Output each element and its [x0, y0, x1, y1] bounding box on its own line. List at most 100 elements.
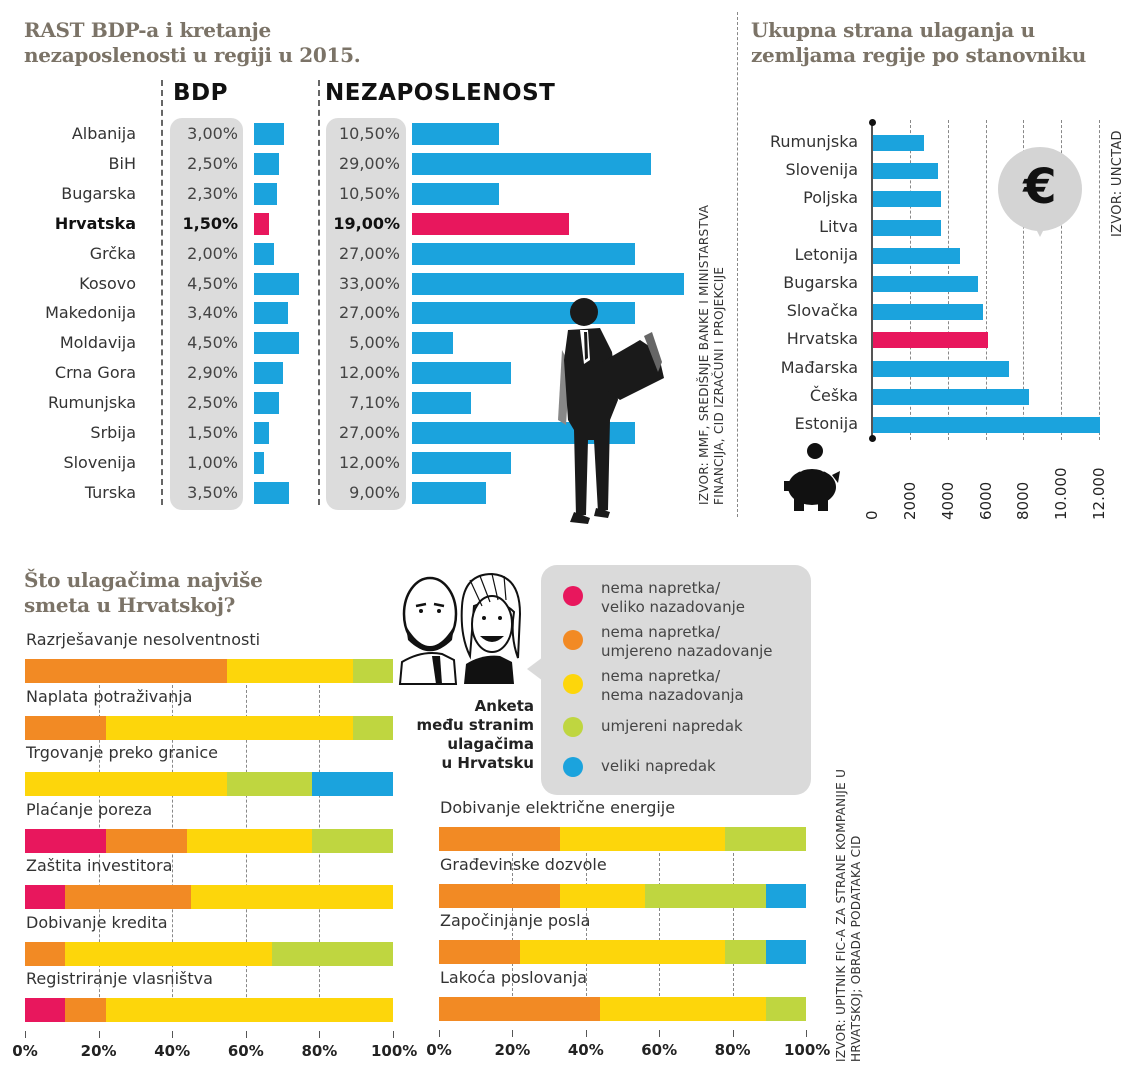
- unemployment-bar: [412, 212, 569, 235]
- fdi-bar: [873, 360, 1010, 377]
- bdp-bar: [254, 212, 269, 235]
- piggy-bank-icon: [784, 443, 840, 511]
- fdi-bar: [873, 219, 942, 236]
- segment-yellow: [65, 941, 272, 966]
- unemployment-bar: [412, 362, 511, 385]
- legend-label-line: nema napretka/: [601, 667, 721, 685]
- x-tick-label: 60%: [641, 1040, 678, 1059]
- country-label: Albanija: [71, 124, 136, 143]
- x-tick: [806, 1029, 807, 1037]
- x-tick: [659, 1029, 661, 1037]
- chart3-source-line1: IZVOR: UPITNIK FIC-A ZA STRANE KOMPANIJE…: [834, 768, 848, 1062]
- bdp-bar: [254, 481, 289, 504]
- segment-orange: [65, 998, 106, 1022]
- chart2-title-line2: zemljama regije po stanovniku: [751, 43, 1086, 67]
- unemployment-bar: [412, 451, 511, 474]
- country-label: Makedonija: [45, 303, 136, 323]
- bdp-value-label: 1,50%: [182, 213, 238, 233]
- segment-green: [765, 996, 806, 1021]
- stacked-bar: [439, 940, 806, 964]
- stacked-bar: [439, 996, 806, 1021]
- unemployment-value-label: 27,00%: [338, 243, 400, 263]
- segment-green: [644, 883, 766, 908]
- unemployment-value-label: 5,00%: [349, 333, 400, 353]
- country-label: Slovačka: [786, 301, 858, 321]
- segment-yellow: [190, 885, 393, 909]
- unemployment-value-label: 10,50%: [338, 124, 400, 143]
- gridline: [585, 838, 587, 1021]
- country-label: Crna Gora: [54, 363, 136, 383]
- nezaposlenost-values-pill: [326, 118, 406, 510]
- chart2-title-line1: Ukupna strana ulaganja u: [751, 18, 1035, 42]
- x-tick: [512, 1029, 514, 1037]
- legend-label-line: nema napretka/: [601, 579, 721, 597]
- country-label: Srbija: [90, 423, 136, 442]
- bdp-bar: [254, 242, 274, 265]
- bdp-values-pill: [170, 118, 243, 510]
- x-tick-label: 40%: [567, 1040, 604, 1059]
- segment-yellow: [227, 659, 353, 683]
- fdi-bar: [873, 388, 1030, 405]
- legend-swatch: [563, 586, 583, 606]
- legend-swatch: [563, 717, 583, 737]
- segment-green: [271, 941, 393, 966]
- x-tick-label: 0: [863, 510, 881, 520]
- segment-yellow: [560, 827, 726, 851]
- stacked-bar: [25, 941, 393, 966]
- segment-blue: [312, 772, 393, 796]
- segment-orange: [25, 941, 66, 966]
- country-label: Češka: [809, 385, 858, 405]
- country-label: Hrvatska: [54, 213, 136, 233]
- segment-orange: [65, 885, 191, 909]
- legend-swatch: [563, 674, 583, 694]
- country-label: Bugarska: [61, 183, 136, 203]
- unemployment-value-label: 9,00%: [349, 482, 400, 502]
- stacked-bar: [25, 659, 393, 683]
- x-tick-label: 4000: [938, 481, 957, 520]
- bdp-bar: [254, 422, 269, 444]
- stacked-bar: [25, 998, 393, 1022]
- country-label: Estonija: [794, 414, 858, 433]
- segment-green: [725, 940, 766, 964]
- legend-label: veliki napredak: [601, 757, 716, 776]
- fdi-bar: [873, 417, 1100, 433]
- survey-caption-line3: ulagačima: [447, 735, 534, 753]
- axis-dot-top: [869, 119, 876, 126]
- fdi-bar: [873, 247, 961, 264]
- chart1-source-line2: FINANCIJA, CID IZRAČUNI I PROJEKCIJE: [712, 266, 726, 505]
- country-label: Litva: [819, 216, 858, 236]
- bdp-value-label: 3,40%: [187, 303, 238, 323]
- x-tick-label: 2000: [900, 481, 919, 520]
- bdp-value-label: 2,50%: [187, 393, 238, 413]
- stacked-bar: [439, 883, 806, 908]
- fdi-bar: [873, 332, 989, 349]
- chart3-source-line2: HRVATSKOJ; OBRADA PODATAKA CID: [849, 835, 863, 1062]
- fdi-bar: [873, 163, 939, 180]
- bdp-value-label: 3,00%: [187, 124, 238, 143]
- segment-yellow: [600, 996, 766, 1021]
- category-label: Građevinske dozvole: [440, 854, 607, 874]
- legend-label: nema napretka/umjereno nazadovanje: [601, 623, 772, 661]
- gridline: [1099, 120, 1100, 440]
- segment-orange: [439, 827, 561, 851]
- segment-green: [312, 828, 393, 853]
- bdp-value-label: 4,50%: [187, 333, 238, 353]
- category-label: Zaštita investitora: [26, 856, 173, 875]
- category-label: Naplata potraživanja: [26, 686, 193, 706]
- x-tick-label: 20%: [494, 1040, 531, 1059]
- unemployment-value-label: 10,50%: [338, 183, 400, 203]
- segment-orange: [439, 940, 520, 964]
- segment-green: [227, 772, 313, 796]
- x-tick: [439, 1029, 440, 1037]
- x-tick-label: 80%: [301, 1042, 338, 1060]
- category-label: Lakoća poslovanja: [440, 967, 588, 987]
- x-tick-label: 60%: [227, 1042, 264, 1060]
- gridline: [1061, 120, 1063, 440]
- bdp-value-label: 4,50%: [187, 273, 238, 293]
- x-tick: [172, 1031, 174, 1038]
- stacked-bar: [25, 828, 393, 853]
- x-tick-label: 0%: [426, 1040, 452, 1059]
- x-tick-label: 12.000: [1090, 467, 1108, 521]
- chart1-source-line1: IZVOR: MMF, SREDIŠNJE BANKE I MINISTARST…: [697, 204, 711, 505]
- x-tick: [319, 1031, 321, 1038]
